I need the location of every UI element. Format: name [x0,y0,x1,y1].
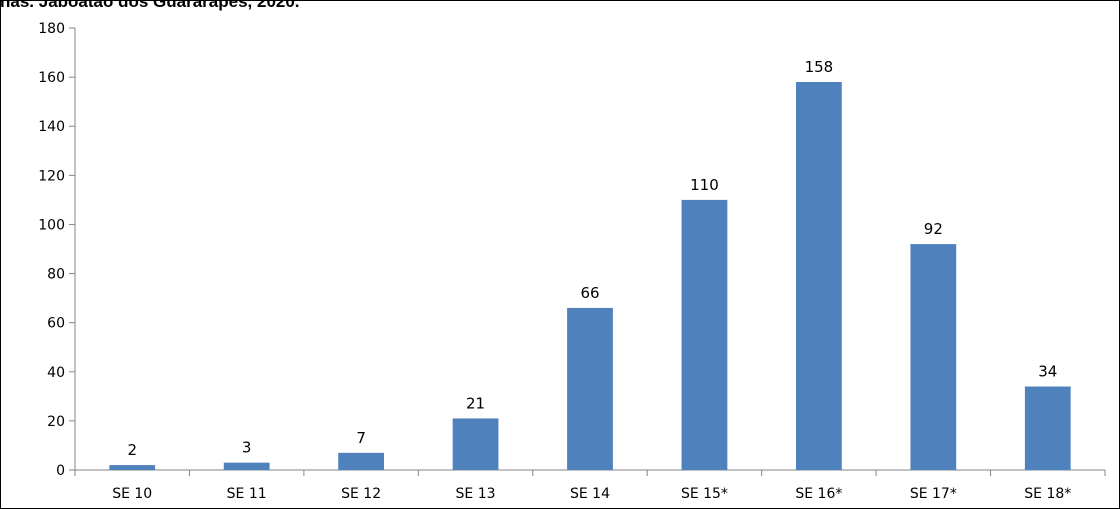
x-tick-label: SE 17* [910,486,957,502]
bar [910,244,957,470]
data-label: 158 [805,58,834,76]
y-tick-label: 100 [38,217,65,233]
chart-title: nas. Jaboatão dos Guararapes, 2020. [0,0,300,11]
y-tick-label: 40 [47,365,65,381]
x-tick-label: SE 15* [681,486,728,502]
y-tick-label: 80 [47,267,65,283]
y-tick-label: 60 [47,316,65,332]
bar [796,82,842,471]
x-tick-label: SE 13 [456,486,496,502]
y-tick-label: 160 [38,70,65,86]
y-tick-label: 120 [38,168,65,184]
x-tick-label: SE 16* [795,486,842,502]
y-tick-label: 0 [56,463,65,479]
data-label: 21 [466,394,485,412]
x-tick-label: SE 14 [570,486,610,502]
x-tick-label: SE 18* [1024,486,1071,502]
y-tick-label: 20 [47,414,65,430]
bar [109,465,156,470]
y-tick-label: 180 [38,21,65,37]
data-label: 2 [127,441,137,459]
data-label: 3 [242,439,252,457]
bar [452,418,499,470]
data-label: 7 [356,429,366,447]
data-label: 34 [1038,363,1057,381]
bar [1024,386,1071,470]
y-tick-label: 140 [38,119,65,135]
data-label: 92 [924,220,943,238]
bar [223,462,270,470]
bar [338,452,384,470]
bar [681,199,728,470]
data-label: 110 [690,176,719,194]
plot-area: 0 20 40 60 80 100 120 140 160 180 2 SE 10 3 SE 11 7 SE … [38,21,1106,502]
data-label: 66 [580,284,599,302]
x-tick-label: SE 12 [341,486,381,502]
x-tick-label: SE 10 [112,486,152,502]
bar [567,307,613,470]
x-tick-label: SE 11 [227,486,267,502]
